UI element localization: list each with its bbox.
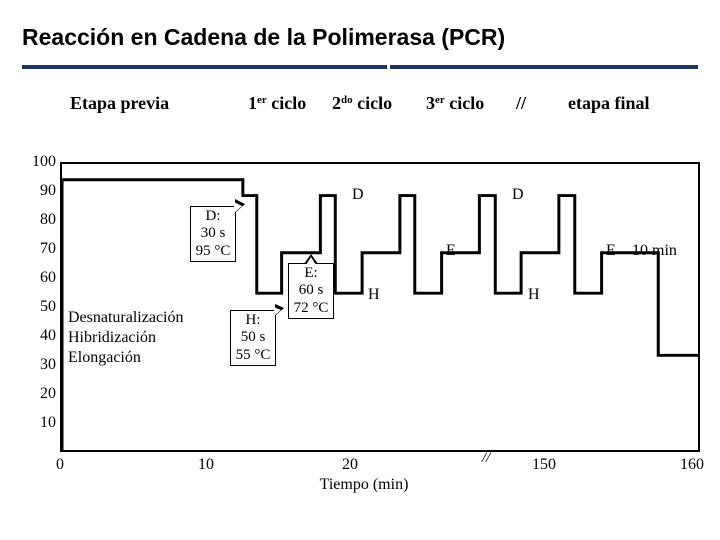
mark-d2: D: [512, 186, 524, 204]
chart-panel: D: 30 s 95 °C E: 60 s 72 °C H: 50 s 55 °…: [60, 162, 700, 452]
y-tick: 20: [22, 385, 56, 403]
x-axis: // Tiempo (min) 01020150160: [60, 456, 700, 500]
x-tick: 20: [342, 456, 358, 474]
mark-e2: E: [606, 242, 616, 260]
mark-final-time: 10 min: [632, 242, 677, 260]
mark-d1: D: [352, 186, 364, 204]
mark-h2: H: [528, 286, 540, 304]
x-tick: 150: [532, 456, 556, 474]
legend-elongacion: Elongación: [68, 348, 184, 368]
x-axis-break: //: [482, 450, 490, 467]
mark-e1: E: [446, 242, 456, 260]
title-divider: [22, 65, 698, 71]
temperature-trace: [62, 164, 698, 450]
callout-e: E: 60 s 72 °C: [288, 263, 334, 319]
label-ciclo-3: 3er ciclo: [426, 93, 484, 114]
y-tick: 70: [22, 240, 56, 258]
legend-desnaturalizacion: Desnaturalización: [68, 308, 184, 328]
mark-h1: H: [368, 286, 380, 304]
y-tick: 60: [22, 269, 56, 287]
x-axis-label: Tiempo (min): [320, 476, 409, 494]
label-ciclo-2: 2do ciclo: [332, 93, 392, 114]
y-tick: 80: [22, 211, 56, 229]
x-tick: 160: [680, 456, 704, 474]
label-etapa-final: etapa final: [568, 93, 650, 114]
callout-h: H: 50 s 55 °C: [230, 310, 276, 366]
plot-area: 100908070605040302010 D: 30 s 95 °C E: 6…: [22, 162, 702, 502]
callout-d: D: 30 s 95 °C: [190, 206, 236, 262]
phase-header-row: Etapa previa 1er ciclo 2do ciclo 3er cic…: [0, 93, 720, 121]
label-break: //: [516, 93, 526, 114]
y-axis: 100908070605040302010: [22, 162, 60, 452]
y-tick: 50: [22, 298, 56, 316]
legend: Desnaturalización Hibridización Elongaci…: [68, 308, 184, 368]
page-title: Reacción en Cadena de la Polimerasa (PCR…: [0, 0, 720, 57]
y-tick: 40: [22, 327, 56, 345]
y-tick: 10: [22, 414, 56, 432]
y-tick: 30: [22, 356, 56, 374]
y-tick: 90: [22, 182, 56, 200]
y-tick: 100: [22, 153, 56, 171]
label-etapa-previa: Etapa previa: [70, 93, 169, 114]
legend-hibridizacion: Hibridización: [68, 328, 184, 348]
label-ciclo-1: 1er ciclo: [248, 93, 306, 114]
x-tick: 0: [56, 456, 64, 474]
x-tick: 10: [198, 456, 214, 474]
